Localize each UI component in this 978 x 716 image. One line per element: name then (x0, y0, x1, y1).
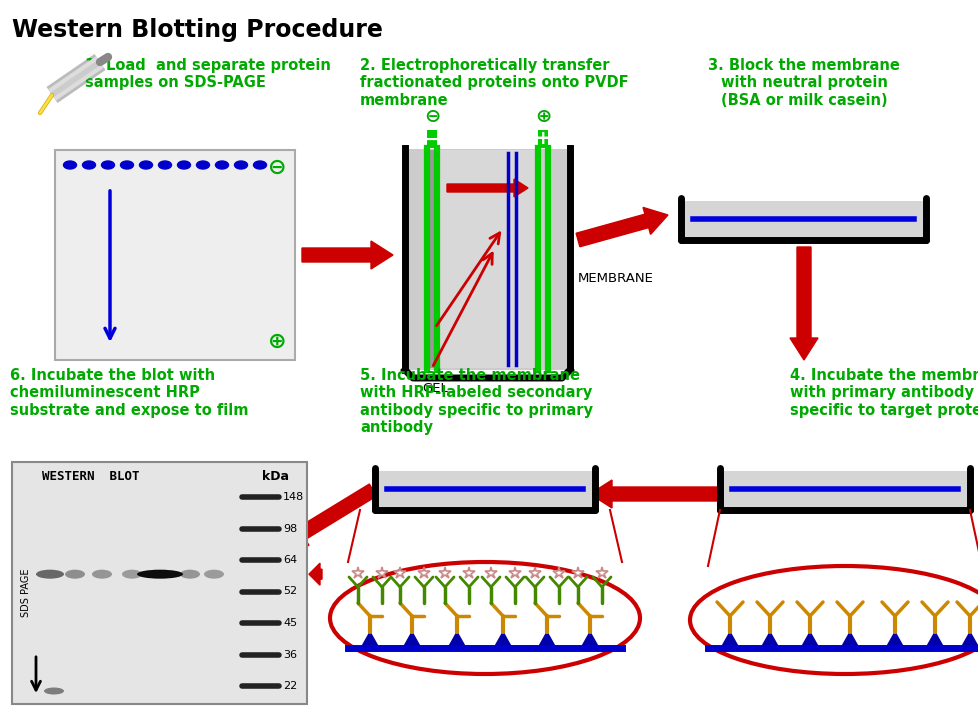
Ellipse shape (137, 570, 183, 579)
Ellipse shape (65, 570, 85, 579)
Bar (428, 150, 436, 368)
Bar (684, 201, 922, 237)
Ellipse shape (64, 161, 76, 169)
Text: SDS PAGE: SDS PAGE (21, 569, 31, 617)
Ellipse shape (253, 161, 266, 169)
Ellipse shape (158, 161, 171, 169)
Ellipse shape (235, 161, 247, 169)
Bar (723, 471, 966, 507)
Ellipse shape (689, 566, 978, 674)
Bar (12, 462, 307, 704)
Text: WESTERN  BLOT: WESTERN BLOT (42, 470, 139, 483)
Polygon shape (885, 632, 903, 648)
Polygon shape (720, 632, 738, 648)
Text: 4. Incubate the membrane
with primary antibody
specific to target protein: 4. Incubate the membrane with primary an… (789, 368, 978, 418)
Text: 3. Block the membrane
with neutral protein
(BSA or milk casein): 3. Block the membrane with neutral prote… (707, 58, 899, 108)
Text: MEMBRANE: MEMBRANE (577, 273, 653, 286)
Text: 1. Load  and separate protein
samples on SDS-PAGE: 1. Load and separate protein samples on … (85, 58, 331, 90)
Text: kDa: kDa (262, 470, 289, 483)
Bar (55, 150, 294, 360)
Polygon shape (575, 208, 667, 247)
Polygon shape (800, 632, 819, 648)
Text: ⊕: ⊕ (268, 332, 287, 352)
Ellipse shape (139, 161, 153, 169)
Polygon shape (789, 247, 818, 360)
Ellipse shape (330, 562, 640, 674)
Ellipse shape (102, 161, 114, 169)
Polygon shape (301, 241, 392, 269)
Polygon shape (447, 179, 527, 197)
Ellipse shape (36, 570, 64, 579)
Ellipse shape (197, 161, 209, 169)
Polygon shape (538, 632, 556, 648)
Ellipse shape (120, 161, 133, 169)
Polygon shape (580, 632, 599, 648)
Polygon shape (448, 632, 466, 648)
Polygon shape (494, 632, 511, 648)
Text: 5. Incubate the membrane
with HRP-labeled secondary
antibody specific to primary: 5. Incubate the membrane with HRP-labele… (360, 368, 593, 435)
Polygon shape (760, 632, 778, 648)
Ellipse shape (203, 570, 224, 579)
Text: 2. Electrophoretically transfer
fractionated proteins onto PVDF
membrane: 2. Electrophoretically transfer fraction… (360, 58, 628, 108)
Text: 22: 22 (283, 681, 297, 691)
Polygon shape (403, 632, 421, 648)
Text: 52: 52 (283, 586, 296, 596)
Text: 36: 36 (283, 649, 296, 659)
Polygon shape (840, 632, 858, 648)
Ellipse shape (44, 687, 64, 695)
Bar (437, 150, 537, 368)
Text: +: + (534, 130, 551, 148)
Polygon shape (590, 480, 717, 508)
Ellipse shape (92, 570, 111, 579)
Text: 6. Incubate the blot with
chemiluminescent HRP
substrate and expose to film: 6. Incubate the blot with chemiluminesce… (10, 368, 248, 418)
Text: 64: 64 (283, 555, 296, 565)
Polygon shape (925, 632, 943, 648)
Bar (378, 471, 592, 507)
Text: 98: 98 (283, 523, 297, 533)
Ellipse shape (180, 570, 200, 579)
Ellipse shape (82, 161, 96, 169)
Bar (538, 130, 548, 148)
Ellipse shape (215, 161, 228, 169)
Text: ⊖: ⊖ (423, 107, 440, 126)
Polygon shape (283, 484, 377, 546)
Text: GEL: GEL (422, 382, 447, 395)
Polygon shape (960, 632, 978, 648)
Ellipse shape (122, 570, 142, 579)
Polygon shape (361, 632, 378, 648)
Text: ⊖: ⊖ (268, 158, 287, 178)
Text: Western Blotting Procedure: Western Blotting Procedure (12, 18, 382, 42)
Text: 45: 45 (283, 618, 296, 628)
Ellipse shape (177, 161, 191, 169)
Bar (408, 149, 566, 370)
Polygon shape (309, 563, 322, 585)
Bar (426, 130, 436, 148)
Text: ⊕: ⊕ (534, 107, 551, 126)
Text: −: − (423, 130, 440, 148)
Text: 148: 148 (283, 492, 304, 502)
